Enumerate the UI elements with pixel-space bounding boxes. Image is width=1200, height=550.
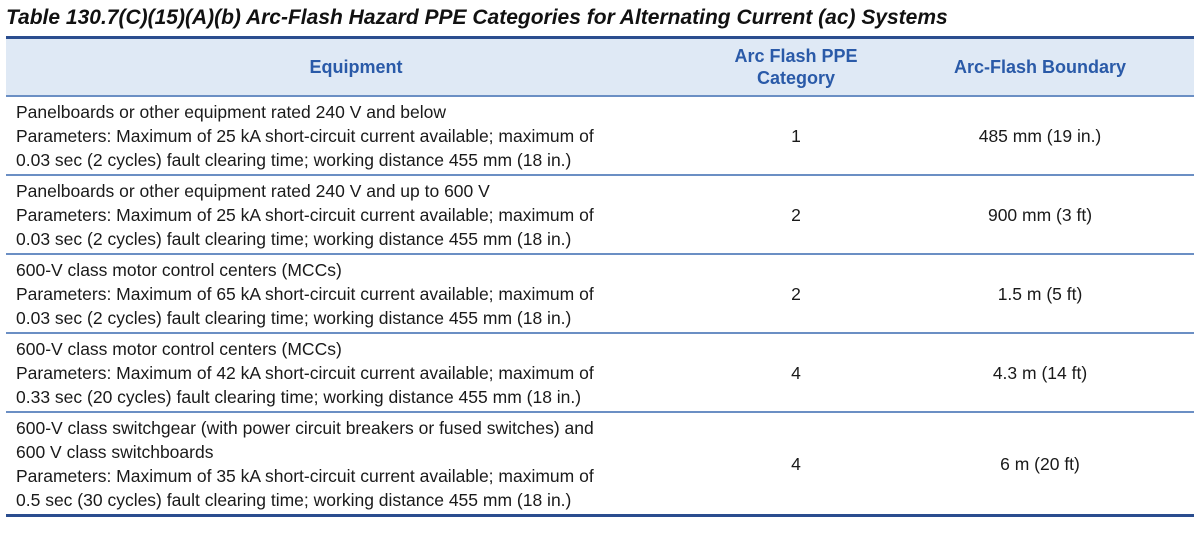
- equipment-line: Parameters: Maximum of 25 kA short-circu…: [16, 205, 594, 225]
- table-title: Table 130.7(C)(15)(A)(b) Arc-Flash Hazar…: [6, 6, 948, 29]
- table-row: 600-V class switchgear (with power circu…: [6, 412, 1194, 517]
- equipment-line: 600-V class motor control centers (MCCs): [16, 260, 342, 280]
- table-row: 600-V class motor control centers (MCCs)…: [6, 254, 1194, 334]
- equipment-cell: 600-V class switchgear (with power circu…: [6, 412, 706, 517]
- equipment-line: 600-V class switchgear (with power circu…: [16, 418, 594, 438]
- equipment-line: Parameters: Maximum of 65 kA short-circu…: [16, 284, 594, 304]
- header-equipment-label: Equipment: [309, 57, 403, 77]
- ppe-category-cell: 2: [706, 175, 886, 255]
- equipment-line: 600 V class switchboards: [16, 442, 214, 462]
- ppe-category-cell: 4: [706, 333, 886, 413]
- equipment-line: 0.03 sec (2 cycles) fault clearing time;…: [16, 150, 572, 170]
- arc-flash-boundary-cell: 6 m (20 ft): [886, 412, 1194, 517]
- equipment-line: 0.33 sec (20 cycles) fault clearing time…: [16, 387, 582, 407]
- header-equipment: Equipment: [6, 39, 706, 97]
- arc-flash-boundary-cell: 4.3 m (14 ft): [886, 333, 1194, 413]
- header-boundary: Arc-Flash Boundary: [886, 39, 1194, 97]
- equipment-line: 0.5 sec (30 cycles) fault clearing time;…: [16, 490, 572, 510]
- arc-flash-boundary-cell: 1.5 m (5 ft): [886, 254, 1194, 334]
- table-header-row: Equipment Arc Flash PPE Category Arc-Fla…: [6, 39, 1194, 97]
- table-row: 600-V class motor control centers (MCCs)…: [6, 333, 1194, 413]
- equipment-line: 600-V class motor control centers (MCCs): [16, 339, 342, 359]
- equipment-line: Panelboards or other equipment rated 240…: [16, 102, 447, 122]
- equipment-cell: Panelboards or other equipment rated 240…: [6, 175, 706, 255]
- header-category-line2: Category: [756, 68, 836, 88]
- ppe-category-cell: 2: [706, 254, 886, 334]
- equipment-line: Parameters: Maximum of 25 kA short-circu…: [16, 126, 594, 146]
- header-category-line1: Arc Flash PPE: [734, 46, 858, 66]
- table-row: Panelboards or other equipment rated 240…: [6, 175, 1194, 255]
- top-rule: [6, 36, 1194, 39]
- arc-flash-boundary-cell: 900 mm (3 ft): [886, 175, 1194, 255]
- equipment-cell: Panelboards or other equipment rated 240…: [6, 96, 706, 176]
- equipment-cell: 600-V class motor control centers (MCCs)…: [6, 333, 706, 413]
- table-body: Panelboards or other equipment rated 240…: [6, 96, 1194, 517]
- ppe-category-cell: 4: [706, 412, 886, 517]
- table-row: Panelboards or other equipment rated 240…: [6, 96, 1194, 176]
- header-boundary-label: Arc-Flash Boundary: [953, 57, 1127, 77]
- equipment-line: 0.03 sec (2 cycles) fault clearing time;…: [16, 308, 572, 328]
- equipment-line: 0.03 sec (2 cycles) fault clearing time;…: [16, 229, 572, 249]
- ppe-category-table: Equipment Arc Flash PPE Category Arc-Fla…: [6, 39, 1194, 517]
- header-category: Arc Flash PPE Category: [706, 39, 886, 97]
- ppe-category-cell: 1: [706, 96, 886, 176]
- equipment-line: Parameters: Maximum of 42 kA short-circu…: [16, 363, 594, 383]
- equipment-line: Panelboards or other equipment rated 240…: [16, 181, 490, 201]
- equipment-cell: 600-V class motor control centers (MCCs)…: [6, 254, 706, 334]
- equipment-line: Parameters: Maximum of 35 kA short-circu…: [16, 466, 594, 486]
- arc-flash-boundary-cell: 485 mm (19 in.): [886, 96, 1194, 176]
